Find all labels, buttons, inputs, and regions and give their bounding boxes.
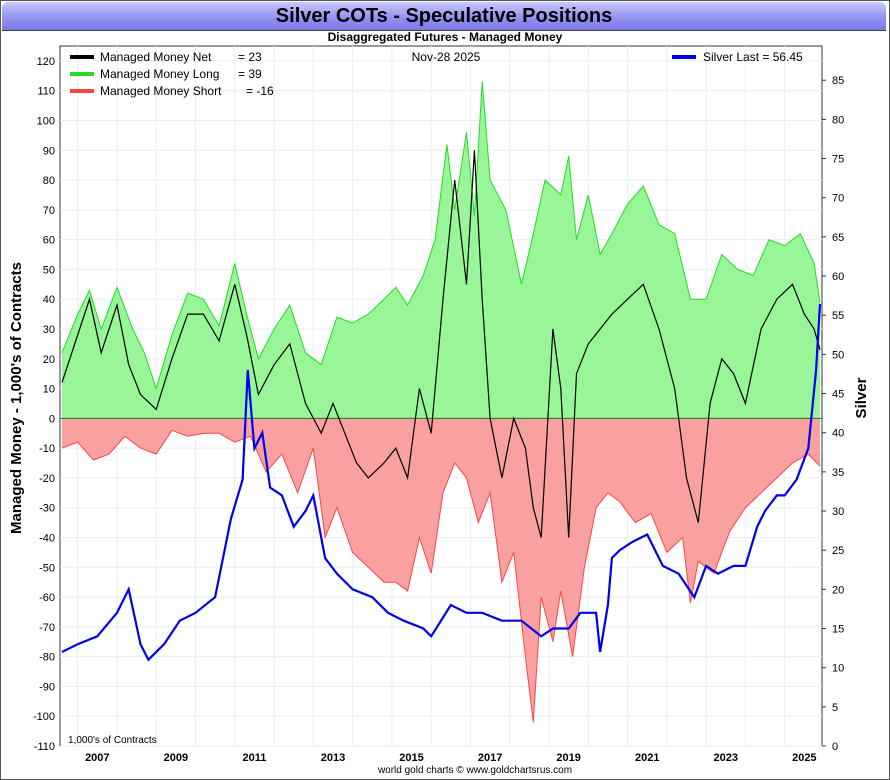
long-line bbox=[61, 81, 821, 391]
x-tick-label: 2025 bbox=[792, 752, 816, 764]
y2-tick-label: 20 bbox=[832, 584, 844, 596]
y2-tick-label: 50 bbox=[832, 349, 844, 361]
y-tick-label: -60 bbox=[39, 592, 55, 604]
x-tick-label: 2011 bbox=[242, 752, 266, 764]
y2-tick-label: 60 bbox=[832, 271, 844, 283]
x-tick-label: 2015 bbox=[399, 752, 423, 764]
legend-value-long: = 39 bbox=[238, 67, 262, 81]
y2-tick-label: 0 bbox=[832, 741, 838, 753]
chart-title: Silver COTs - Speculative Positions bbox=[275, 5, 613, 27]
y2-tick-label: 80 bbox=[832, 114, 844, 126]
date-label: Nov-28 2025 bbox=[412, 50, 481, 64]
y-tick-label: -40 bbox=[39, 532, 55, 544]
y-tick-label: -10 bbox=[39, 443, 55, 455]
x-tick-label: 2009 bbox=[164, 752, 188, 764]
y2-tick-label: 30 bbox=[832, 506, 844, 518]
units-note: 1,000's of Contracts bbox=[68, 735, 157, 746]
y2-tick-label: 85 bbox=[832, 75, 844, 87]
y-tick-label: -100 bbox=[33, 711, 55, 723]
y-tick-label: 10 bbox=[43, 384, 55, 396]
y-tick-label: 80 bbox=[43, 175, 55, 187]
x-tick-label: 2013 bbox=[321, 752, 345, 764]
y-tick-label: -90 bbox=[39, 681, 55, 693]
y-axis-label: Managed Money - 1,000's of Contracts bbox=[8, 262, 25, 534]
area-layer bbox=[60, 81, 822, 723]
legend-label-net: Managed Money Net bbox=[100, 50, 212, 64]
x-tick-label: 2021 bbox=[635, 752, 659, 764]
short-area bbox=[62, 418, 820, 723]
legend: Managed Money Net = 23 Managed Money Lon… bbox=[70, 50, 803, 98]
y2-tick-label: 25 bbox=[832, 545, 844, 557]
legend-value-short: = -16 bbox=[246, 84, 274, 98]
y-tick-label: 40 bbox=[43, 294, 55, 306]
y-tick-label: -50 bbox=[39, 562, 55, 574]
y2-tick-label: 15 bbox=[832, 624, 844, 636]
y-tick-label: 90 bbox=[43, 145, 55, 157]
y2-axis-label: Silver bbox=[853, 377, 870, 418]
chart-title-bar: Silver COTs - Speculative Positions bbox=[2, 2, 886, 31]
y-tick-label: 50 bbox=[43, 264, 55, 276]
legend-label-silver: Silver Last = 56.45 bbox=[703, 50, 803, 64]
y-tick-label: 70 bbox=[43, 205, 55, 217]
y-tick-label: 0 bbox=[49, 413, 55, 425]
short-line bbox=[61, 429, 821, 723]
y-tick-label: -20 bbox=[39, 473, 55, 485]
x-tick-label: 2023 bbox=[714, 752, 738, 764]
x-tick-label: 2007 bbox=[85, 752, 109, 764]
legend-label-long: Managed Money Long bbox=[100, 67, 219, 81]
x-tick-label: 2017 bbox=[478, 752, 502, 764]
footer-credit: world gold charts © www.goldchartsrus.co… bbox=[377, 765, 572, 776]
y-tick-label: 20 bbox=[43, 354, 55, 366]
net-position-line bbox=[61, 150, 821, 538]
silver-price-line bbox=[61, 303, 822, 662]
y-tick-label: -110 bbox=[34, 741, 55, 753]
y2-tick-label: 70 bbox=[832, 193, 844, 205]
y2-tick-label: 40 bbox=[832, 428, 844, 440]
y-tick-label: -80 bbox=[39, 652, 55, 664]
y2-tick-label: 55 bbox=[832, 310, 844, 322]
y2-tick-label: 45 bbox=[832, 389, 844, 401]
x-tick-label: 2019 bbox=[556, 752, 580, 764]
y2-tick-label: 65 bbox=[832, 232, 844, 244]
y-tick-label: 60 bbox=[43, 235, 55, 247]
y-tick-label: -70 bbox=[39, 622, 55, 634]
y-tick-label: 120 bbox=[37, 56, 55, 68]
chart-subtitle: Disaggregated Futures - Managed Money bbox=[327, 30, 563, 44]
y-tick-label: -30 bbox=[39, 503, 55, 515]
y2-tick-label: 35 bbox=[832, 467, 844, 479]
legend-label-short: Managed Money Short bbox=[100, 84, 222, 98]
y2-tick-label: 75 bbox=[832, 154, 844, 166]
line-layer bbox=[61, 150, 822, 662]
legend-value-net: = 23 bbox=[238, 50, 262, 64]
axes: 1201101009080706050403020100-10-20-30-40… bbox=[33, 56, 844, 764]
y2-tick-label: 10 bbox=[832, 663, 844, 675]
y2-tick-label: 5 bbox=[832, 702, 838, 714]
y-tick-label: 100 bbox=[37, 115, 55, 127]
y-tick-label: 30 bbox=[43, 324, 55, 336]
y-tick-label: 110 bbox=[37, 86, 55, 98]
